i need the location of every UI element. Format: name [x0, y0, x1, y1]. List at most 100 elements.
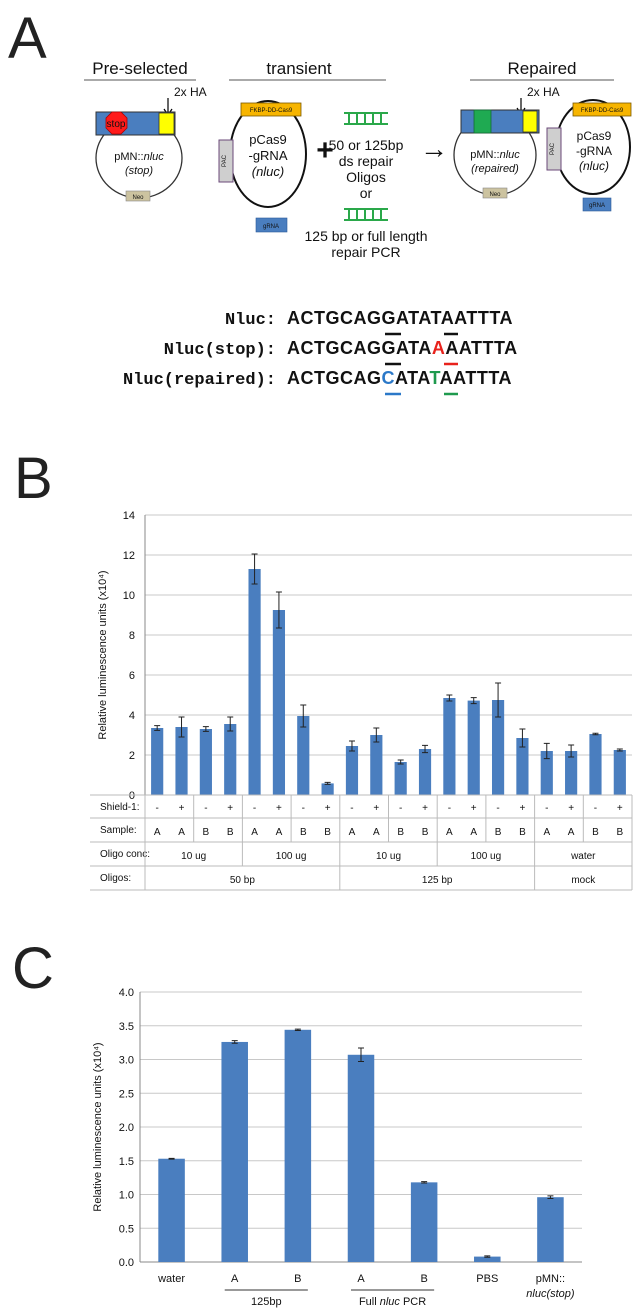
shield-value: - [253, 803, 256, 814]
sample-value: B [300, 827, 307, 838]
sample-value: B [397, 827, 404, 838]
x-tick-label: A [231, 1273, 239, 1285]
table-row-label: Sample: [100, 825, 137, 836]
error-bar [231, 1040, 238, 1044]
shield-value: - [302, 803, 305, 814]
table-row-label: Oligo conc: [100, 849, 150, 860]
error-bar [251, 553, 258, 585]
panel-c: C 0.0 0.5 1.0 1.5 2.0 2.5 3.0 3.5 4.0 Relative lu… [12, 936, 582, 1308]
ds-oligo-icon-top [344, 112, 388, 125]
repaired-ha-label: 2x HA [527, 85, 560, 99]
shield-value: + [179, 803, 185, 814]
x-tick-label: B [420, 1273, 427, 1285]
bar [589, 734, 602, 795]
sample-value: A [349, 827, 356, 838]
y-tick-label: 4 [129, 710, 135, 722]
bar [158, 1158, 185, 1262]
shield-value: + [568, 803, 574, 814]
error-bar [373, 727, 380, 743]
sample-value: A [568, 827, 575, 838]
repair-line1: 50 or 125bp [329, 137, 404, 153]
bar [224, 724, 237, 795]
x-tick-label: pMN:: [536, 1273, 565, 1285]
shield-value: + [520, 803, 526, 814]
sequence-label: Nluc(stop): [164, 341, 276, 360]
error-bar [592, 732, 599, 736]
transient-fkbp-label: FKBP-DD-Cas9 [250, 108, 293, 114]
y-tick-label: 10 [123, 590, 135, 602]
bar [151, 728, 164, 795]
error-bar [275, 591, 282, 629]
sequence-alignment: Nluc: ACTGCAGGATATAATTTA Nluc(stop): ACT… [123, 308, 517, 396]
repair-or: or [360, 185, 373, 201]
oligo-group-label: 125 bp [422, 875, 453, 886]
bar [347, 1054, 375, 1262]
preselected-plasmid-status: (stop) [125, 165, 153, 177]
repaired-fkbp-label: FKBP-DD-Cas9 [581, 108, 624, 114]
error-bar [178, 716, 185, 738]
sample-value: B [422, 827, 429, 838]
panel-a-letter: A [8, 6, 47, 71]
shield-value: - [156, 803, 159, 814]
error-bar [547, 1195, 554, 1200]
y-tick-label: 2.5 [119, 1088, 134, 1100]
y-tick-label: 0.0 [119, 1257, 134, 1269]
bar [297, 716, 310, 795]
shield-value: - [204, 803, 207, 814]
sample-value: B [203, 827, 210, 838]
repaired-plasmid-status: (repaired) [471, 163, 519, 175]
bar [474, 1256, 501, 1262]
sample-value: B [616, 827, 623, 838]
conc-group-label: 10 ug [376, 851, 401, 862]
panel-b-letter: B [14, 446, 53, 511]
conc-group-label: 10 ug [181, 851, 206, 862]
transient-pac-box [218, 139, 234, 183]
repair-line3: Oligos [346, 169, 386, 185]
error-bar [495, 682, 502, 718]
sample-value: B [495, 827, 502, 838]
error-bar [348, 740, 355, 752]
sample-value: B [324, 827, 331, 838]
bar [394, 762, 407, 795]
panel-a: A Pre-selected 2x HA stop pMN::nluc (sto… [8, 6, 632, 396]
error-bar [397, 759, 404, 765]
shield-value: + [373, 803, 379, 814]
repaired-plasmid-name: pMN::nluc [470, 149, 520, 161]
error-bar [421, 1181, 428, 1184]
preselected-neo-label: Neo [132, 195, 144, 201]
sample-value: A [543, 827, 550, 838]
error-bar [543, 742, 550, 760]
chart-c: 0.0 0.5 1.0 1.5 2.0 2.5 3.0 3.5 4.0 Relative lumi… [92, 987, 582, 1308]
x-tick-label: A [357, 1273, 365, 1285]
sequence-label: Nluc: [225, 311, 276, 330]
repair-group: 50 or 125bp ds repair Oligos or 125 bp o… [305, 112, 427, 260]
bar [418, 749, 432, 795]
y-tick-label: 8 [129, 630, 135, 642]
sequence-row: Nluc(repaired): ACTGCAGCATATAATTTA [123, 368, 511, 396]
x-tick-label-line2: nluc(stop) [526, 1288, 575, 1300]
panel-b: B 0 2 4 6 8 10 12 14 Relative luminescence units… [14, 446, 633, 891]
bar [467, 700, 480, 795]
y-tick-label: 4.0 [119, 987, 134, 999]
bar [199, 729, 212, 795]
error-bar [470, 697, 477, 705]
bar [284, 1029, 312, 1262]
transient-plasmid-line2: -gRNA [248, 148, 287, 163]
plus-sign: + [316, 134, 334, 167]
repaired-group: Repaired 2x HA pMN::nluc (repaired) Neo … [453, 59, 632, 212]
sample-value: B [227, 827, 234, 838]
y-tick-label: 3.0 [119, 1055, 134, 1067]
bar [221, 1041, 248, 1262]
y-tick-label: 0.5 [119, 1223, 134, 1235]
bar [410, 1182, 438, 1262]
repaired-site-block [473, 109, 492, 134]
error-bar [324, 781, 331, 785]
shield-value: + [422, 803, 428, 814]
bar [516, 738, 529, 795]
error-bar [358, 1047, 364, 1063]
repaired-fkbp-box [572, 102, 632, 117]
y-axis-label: Relative luminescence units (x10⁴) [92, 1042, 104, 1211]
shield-value: - [594, 803, 597, 814]
repaired-cas9-line1: pCas9 [577, 129, 612, 143]
repaired-grna-label: gRNA [589, 203, 605, 209]
